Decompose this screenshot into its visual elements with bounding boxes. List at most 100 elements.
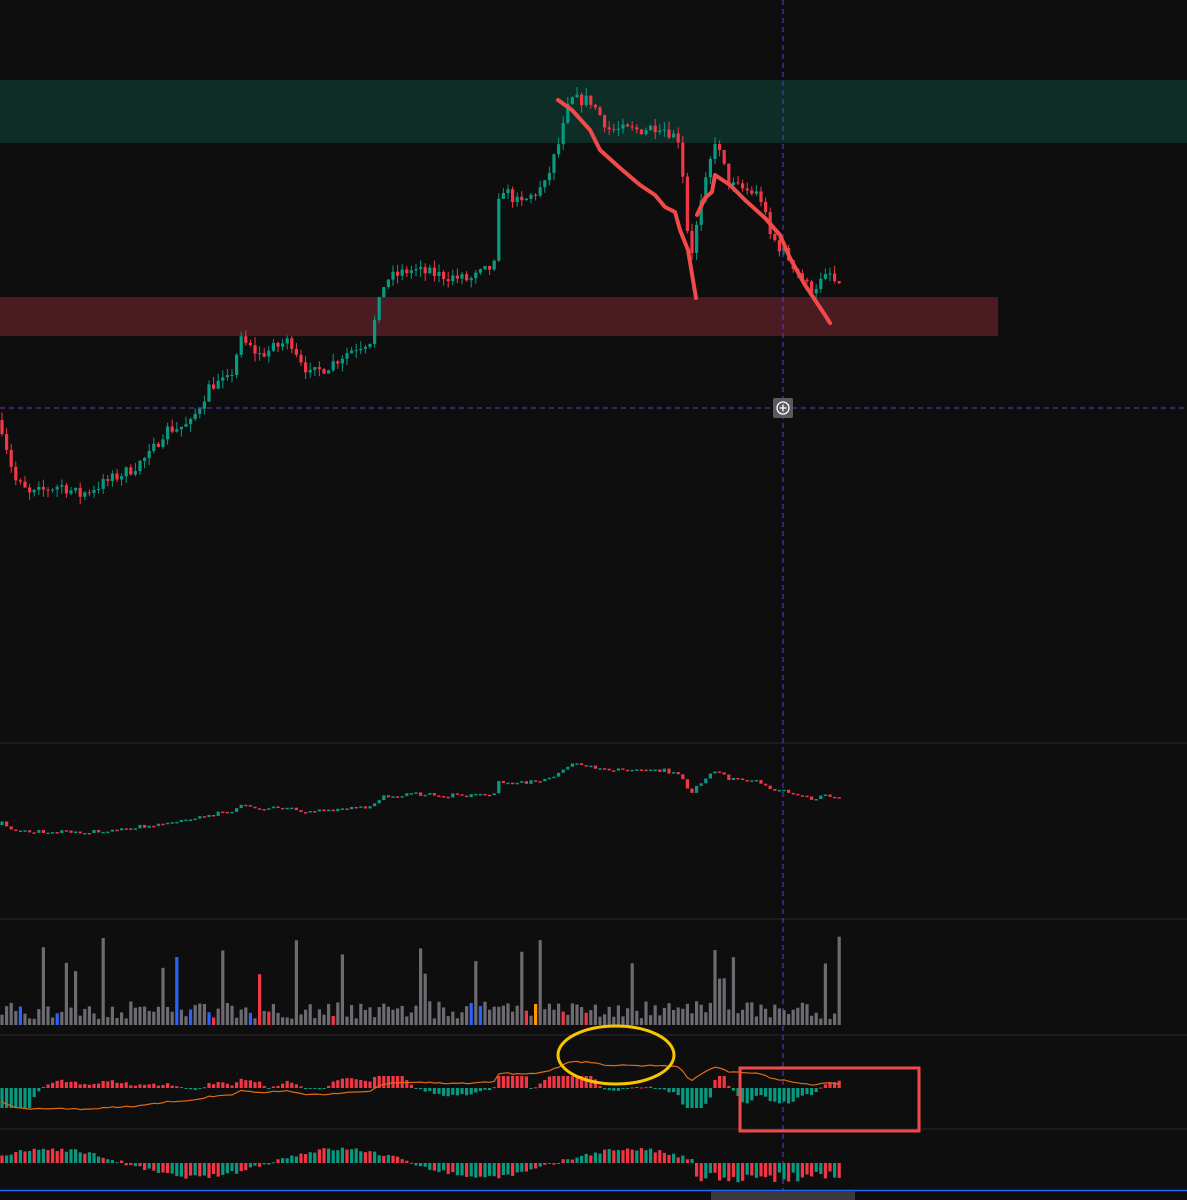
macd-bar bbox=[377, 1076, 381, 1088]
momentum-bar bbox=[538, 1163, 542, 1167]
volume-bar bbox=[156, 1006, 160, 1025]
oscillator-candle bbox=[23, 830, 27, 832]
oscillator-candle bbox=[216, 811, 220, 816]
candle-body bbox=[773, 234, 777, 241]
candle-body bbox=[193, 413, 197, 419]
oscillator-candle bbox=[488, 794, 492, 797]
volume-bar bbox=[492, 1006, 496, 1025]
oscillator-candle bbox=[704, 778, 708, 784]
volume-bar bbox=[18, 1006, 22, 1025]
oscillator-candle bbox=[87, 832, 91, 835]
volume-bar bbox=[699, 1004, 703, 1025]
momentum-bar bbox=[101, 1157, 105, 1163]
annotation-drawn-line bbox=[695, 173, 832, 325]
oscillator-candle bbox=[147, 825, 151, 828]
candle-body bbox=[685, 176, 689, 231]
candle-body bbox=[437, 271, 441, 276]
momentum-bar bbox=[267, 1163, 271, 1165]
momentum-bar bbox=[166, 1163, 170, 1174]
oscillator-candle bbox=[547, 777, 551, 780]
macd-bar bbox=[253, 1082, 257, 1088]
volume-bar bbox=[23, 1013, 27, 1025]
momentum-bar bbox=[474, 1163, 478, 1178]
momentum-bar bbox=[152, 1163, 156, 1171]
candle-body bbox=[580, 94, 584, 106]
volume-bar bbox=[557, 1003, 561, 1025]
volume-bar bbox=[837, 936, 841, 1025]
oscillator-candle bbox=[152, 825, 156, 828]
candle-body bbox=[60, 485, 64, 487]
candle-body bbox=[557, 144, 561, 155]
macd-bar bbox=[570, 1076, 574, 1088]
candle-body bbox=[805, 279, 809, 282]
macd-bar bbox=[230, 1085, 234, 1088]
oscillator-candle bbox=[695, 785, 699, 793]
oscillator-candle bbox=[409, 793, 413, 795]
momentum-bar bbox=[731, 1163, 735, 1177]
momentum-bar bbox=[156, 1163, 160, 1173]
macd-bar bbox=[129, 1085, 133, 1088]
volume-bar bbox=[207, 1012, 211, 1025]
volume-bar bbox=[511, 1011, 515, 1025]
plus-circle-icon[interactable] bbox=[773, 398, 793, 418]
candle-body bbox=[727, 163, 731, 186]
candle-body bbox=[681, 142, 685, 177]
macd-bar bbox=[644, 1087, 648, 1089]
momentum-bar bbox=[616, 1149, 620, 1163]
momentum-bar bbox=[359, 1151, 363, 1163]
macd-bar bbox=[515, 1076, 519, 1088]
momentum-bar bbox=[115, 1162, 119, 1164]
macd-bar bbox=[649, 1086, 653, 1088]
volume-bar bbox=[78, 1015, 82, 1025]
macd-bar bbox=[511, 1076, 515, 1088]
oscillator-candle bbox=[667, 768, 671, 774]
macd-bar bbox=[741, 1088, 745, 1103]
oscillator-candle bbox=[156, 823, 160, 826]
candle-body bbox=[221, 377, 225, 381]
candle-body bbox=[520, 196, 524, 201]
oscillator-candle bbox=[455, 793, 459, 795]
momentum-bar bbox=[764, 1163, 768, 1178]
candle-body bbox=[561, 122, 565, 145]
oscillator-candle bbox=[750, 780, 754, 782]
candle-body bbox=[672, 133, 676, 138]
momentum-bar bbox=[83, 1153, 87, 1163]
candle-body bbox=[235, 354, 239, 376]
macd-bar bbox=[304, 1088, 308, 1090]
momentum-bar bbox=[690, 1158, 694, 1163]
volume-bar bbox=[653, 1005, 657, 1025]
momentum-bar bbox=[699, 1163, 703, 1182]
candle-body bbox=[529, 194, 533, 199]
volume-bar bbox=[644, 1001, 648, 1025]
macd-bar bbox=[345, 1078, 349, 1088]
macd-bar bbox=[791, 1088, 795, 1102]
candle-body bbox=[313, 367, 317, 370]
oscillator-candle bbox=[313, 811, 317, 813]
volume-bar bbox=[235, 1017, 239, 1025]
macd-bar bbox=[630, 1087, 634, 1089]
oscillator-candle bbox=[814, 799, 818, 801]
candle-body bbox=[708, 158, 712, 178]
candle-body bbox=[534, 194, 538, 196]
volume-bar bbox=[543, 1009, 547, 1025]
momentum-bar bbox=[175, 1163, 179, 1177]
macd-bar bbox=[639, 1087, 643, 1089]
momentum-bar bbox=[110, 1160, 114, 1163]
volume-bar bbox=[290, 1018, 294, 1025]
macd-bar bbox=[584, 1076, 588, 1088]
oscillator-candle bbox=[64, 830, 68, 832]
macd-bar bbox=[745, 1088, 749, 1104]
momentum-bar bbox=[405, 1160, 409, 1163]
macd-bar bbox=[133, 1085, 137, 1088]
macd-bar bbox=[179, 1087, 183, 1089]
macd-bar bbox=[5, 1088, 9, 1108]
volume-bar bbox=[37, 1009, 41, 1025]
volume-bar bbox=[741, 1009, 745, 1025]
momentum-bar bbox=[391, 1155, 395, 1163]
momentum-bar bbox=[570, 1159, 574, 1163]
volume-bar bbox=[129, 1001, 133, 1025]
candle-body bbox=[363, 346, 367, 349]
macd-bar bbox=[363, 1080, 367, 1088]
